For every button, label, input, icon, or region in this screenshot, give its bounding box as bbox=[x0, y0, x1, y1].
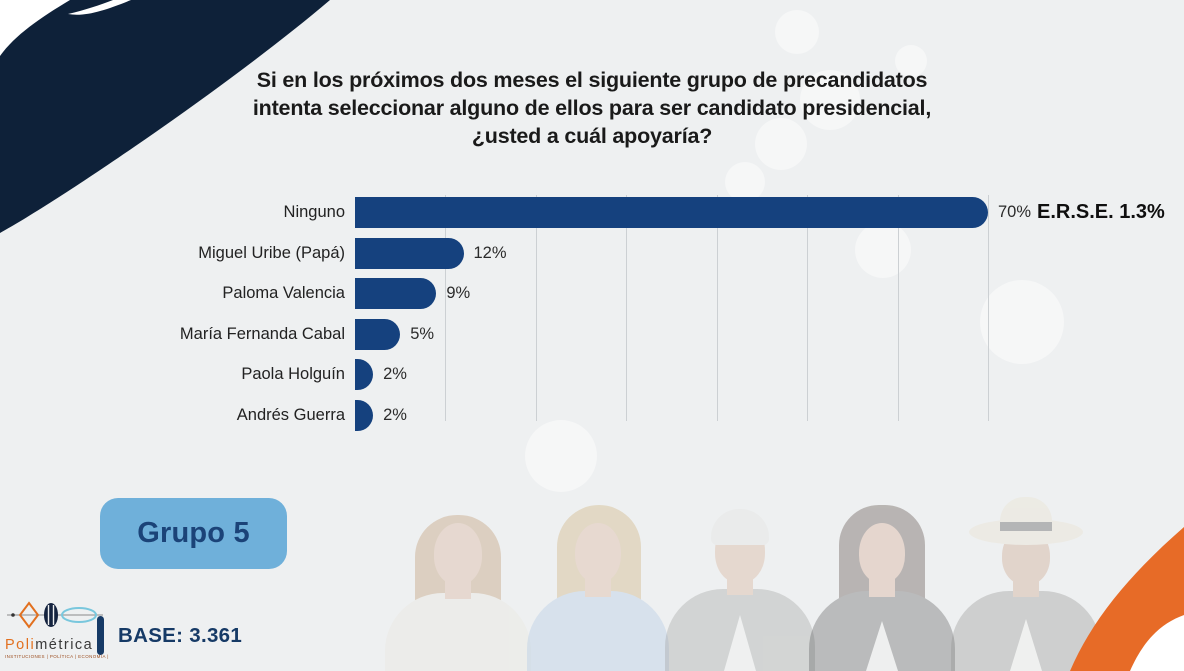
background-bubble bbox=[725, 162, 765, 202]
bar-row-andres-guerra: Andrés Guerra 2% bbox=[0, 399, 1184, 431]
person-photo-5 bbox=[951, 486, 1101, 671]
title-line-1: Si en los próximos dos meses el siguient… bbox=[256, 68, 928, 92]
background-bubble bbox=[855, 222, 911, 278]
gridline bbox=[897, 195, 899, 421]
category-label: Andrés Guerra bbox=[236, 405, 345, 424]
bar-row-ninguno: Ninguno 70% bbox=[0, 197, 1184, 228]
logo-tagline: INSTITUCIONES | POLÍTICA | ECONOMÍA | SO… bbox=[5, 654, 109, 659]
background-bubble bbox=[895, 45, 927, 77]
person-photo-2 bbox=[523, 486, 673, 671]
background-bubble bbox=[980, 280, 1064, 364]
title-line-2: intenta seleccionar alguno de ellos para… bbox=[252, 96, 932, 120]
category-label: Miguel Uribe (Papá) bbox=[198, 243, 345, 262]
category-label: Paloma Valencia bbox=[222, 284, 345, 302]
bar-row-paola-holguin: Paola Holguín 2% bbox=[0, 359, 1184, 390]
title-line-3: ¿usted a cuál apoyaría? bbox=[471, 124, 713, 148]
group-badge: Grupo 5 bbox=[100, 498, 287, 569]
gridline bbox=[807, 195, 809, 421]
polimetrica-wordmark: Polimétrica bbox=[5, 637, 115, 653]
gridline bbox=[626, 195, 628, 421]
bar-value-label: 2% bbox=[383, 365, 407, 383]
background-bubble bbox=[525, 420, 597, 492]
bar-row-miguel-uribe: Miguel Uribe (Papá) 12% bbox=[0, 237, 1184, 269]
category-label: Paola Holguín bbox=[241, 365, 345, 383]
category-label: Ninguno bbox=[283, 203, 345, 221]
base-divider-bar bbox=[97, 616, 104, 655]
erse-annotation: E.R.S.E. 1.3% bbox=[1037, 201, 1165, 223]
bar-andres-guerra bbox=[355, 399, 374, 431]
background-bubble bbox=[775, 10, 819, 54]
category-label: María Fernanda Cabal bbox=[179, 324, 345, 343]
person-photo-1 bbox=[383, 486, 533, 671]
bar-miguel-uribe bbox=[355, 237, 464, 269]
bar-value-label: 70% bbox=[998, 203, 1032, 221]
bar-value-label: 9% bbox=[446, 284, 471, 302]
bar-maria-fernanda-cabal bbox=[355, 318, 401, 350]
person-photo-4 bbox=[807, 486, 957, 671]
bar-row-paloma-valencia: Paloma Valencia 9% bbox=[0, 278, 1184, 309]
bar-paloma-valencia bbox=[355, 278, 437, 309]
polimetrica-logo-icon bbox=[7, 601, 103, 629]
bar-ninguno bbox=[355, 197, 988, 228]
bar-value-label: 12% bbox=[473, 243, 507, 262]
bar-paola-holguin bbox=[355, 359, 374, 390]
gridline bbox=[716, 195, 718, 421]
background-bubble bbox=[755, 118, 807, 170]
group-badge-label: Grupo 5 bbox=[137, 517, 250, 549]
hat-icon bbox=[969, 519, 1083, 545]
page-title: Si en los próximos dos meses el siguient… bbox=[80, 66, 1104, 150]
bar-value-label: 2% bbox=[383, 405, 407, 424]
gridline bbox=[535, 195, 537, 421]
gridline bbox=[988, 195, 989, 421]
background-bubble bbox=[800, 70, 860, 130]
base-label: BASE: 3.361 bbox=[118, 624, 243, 647]
person-photo-3 bbox=[665, 486, 815, 671]
candidate-photos-strip bbox=[375, 486, 1101, 671]
bar-value-label: 5% bbox=[410, 324, 435, 343]
polimetrica-logo: Polimétrica INSTITUCIONES | POLÍTICA | E… bbox=[5, 597, 115, 659]
wordmark-metrica: métrica bbox=[35, 637, 94, 653]
wordmark-poli: Poli bbox=[5, 637, 36, 653]
gridline bbox=[445, 195, 447, 421]
corner-swoosh-orange bbox=[1070, 527, 1184, 671]
corner-swoosh-navy bbox=[0, 0, 330, 233]
bar-row-maria-fernanda-cabal: María Fernanda Cabal 5% bbox=[0, 318, 1184, 350]
